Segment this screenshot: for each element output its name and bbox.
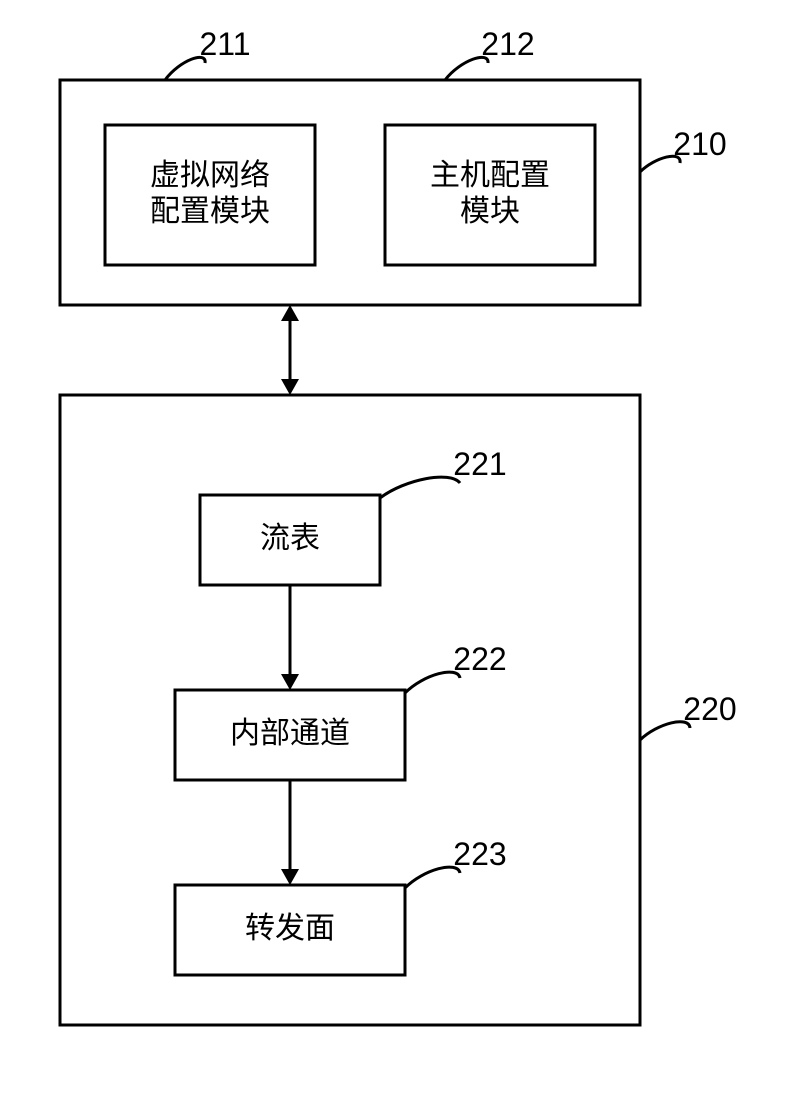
n211-label-line-0: 虚拟网络 <box>150 159 270 192</box>
n221-label-line-0: 流表 <box>260 522 320 555</box>
container-top-ref: 210 <box>673 126 726 162</box>
node-n223-ref: 223 <box>453 836 506 872</box>
node-n221-ref: 221 <box>453 446 506 482</box>
n211-label-line-1: 配置模块 <box>150 195 270 228</box>
n222-label-line-0: 内部通道 <box>230 717 350 750</box>
n223-label-line-0: 转发面 <box>245 912 335 945</box>
container-bottom-ref: 220 <box>683 691 736 727</box>
node-n211-ref: 211 <box>199 26 250 62</box>
diagram-canvas: 210 220 虚拟网络配置模块 211 主机配置模块 212 流表 221 内部通道 222 转发… <box>0 0 786 1107</box>
n212-label-line-0: 主机配置 <box>430 159 550 192</box>
arrow-0-head-back <box>281 379 299 395</box>
arrow-0-head <box>281 305 299 321</box>
node-n222-ref: 222 <box>453 641 506 677</box>
n212-label-line-1: 模块 <box>460 195 520 228</box>
node-n212-ref: 212 <box>481 26 534 62</box>
